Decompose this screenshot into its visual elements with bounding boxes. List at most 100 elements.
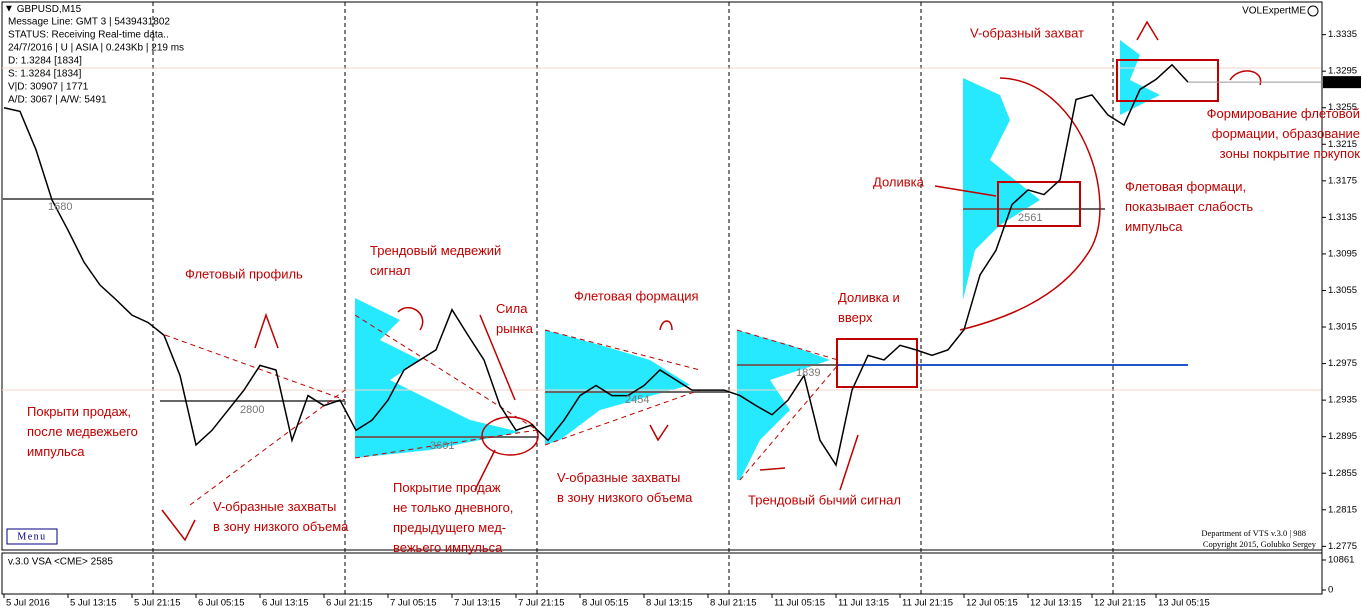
- symbol: ▼ GBPUSD,M15: [4, 4, 82, 15]
- arrow: [1229, 70, 1262, 86]
- y-tick-label: 1.3015: [1328, 322, 1357, 333]
- annotation-line: V-образные захваты: [213, 499, 336, 514]
- x-tick-label: 11 Jul 05:15: [774, 598, 825, 609]
- y-tick-label: 1.2895: [1328, 431, 1357, 442]
- annotation: Флетовая формация: [574, 288, 699, 303]
- arrow: [659, 320, 673, 331]
- header: ▼ GBPUSD,M15 Message Line: GMT 3 | 54394…: [4, 4, 1319, 568]
- x-tick-label: 6 Jul 05:15: [198, 598, 244, 609]
- annotation-line: показывает слабость: [1125, 199, 1253, 214]
- x-tick-label: 13 Jul 05:15: [1158, 598, 1210, 609]
- annotation-line: не только дневного,: [393, 500, 513, 515]
- current-price-box: [1323, 76, 1361, 89]
- annotation-line: в зону низкого объема: [213, 519, 349, 534]
- day-separators: [152, 2, 1114, 594]
- annotation-line: Покрытие продаж: [393, 480, 501, 495]
- drawings: [161, 20, 1262, 542]
- price-plot: 1.2775 1.2815 1.2855 1.2895 1.2935 1.2975 1.30…: [3, 2, 1361, 609]
- annotation-line: зоны покрытие покупок: [1220, 146, 1361, 161]
- annotation: Трендовый медвежий сигнал: [370, 243, 501, 278]
- arrow: [479, 314, 516, 401]
- x-tick-label: 11 Jul 13:15: [838, 598, 889, 609]
- annotation-line: вежьего импульса: [393, 540, 503, 555]
- volume-label: v.3.0 VSA <CME> 2585: [8, 557, 113, 568]
- footer-line: Copyright 2015, Golubko Sergey: [1203, 539, 1317, 549]
- price-line: [3, 63, 1189, 467]
- annotation-line: импульса: [27, 444, 85, 459]
- x-tick-label: 7 Jul 05:15: [390, 598, 436, 609]
- menu-label[interactable]: Menu: [17, 531, 46, 542]
- outline: [959, 77, 1101, 331]
- profile-label: 2561: [1018, 212, 1042, 224]
- y-tick-label: 1.3335: [1328, 29, 1357, 40]
- annotation: Трендовый бычий сигнал: [748, 492, 901, 507]
- profile-label: 2454: [625, 394, 649, 406]
- arrow: [254, 312, 279, 349]
- arrow: [161, 509, 196, 542]
- x-tick-label: 11 Jul 21:15: [902, 598, 953, 609]
- annotation-line: в зону низкого объема: [557, 490, 693, 505]
- x-tick-label: 6 Jul 21:15: [326, 598, 372, 609]
- annotation: Сила рынка: [496, 301, 534, 336]
- y-tick-label: 1.3055: [1328, 285, 1357, 296]
- highlight-ellipse: [481, 416, 539, 456]
- profile-label: 2800: [240, 404, 264, 416]
- annotation: V-образные захваты в зону низкого объема: [213, 499, 349, 534]
- annotation-line: V-образные захваты: [557, 470, 680, 485]
- trend-line: [164, 334, 346, 401]
- annotation: V-образный захват: [970, 25, 1084, 40]
- x-tick-label: 6 Jul 13:15: [262, 598, 308, 609]
- current-price-label: 1.3283: [1327, 77, 1356, 88]
- arrow: [934, 185, 997, 197]
- trend-line: [739, 364, 839, 481]
- menu-button[interactable]: [6, 528, 58, 545]
- info-line: Message Line: GMT 3 | 5439431802: [8, 17, 170, 28]
- info-line: 24/7/2016 | U | ASIA | 0.243Kb | 219 ms: [8, 43, 184, 54]
- annotation-line: Сила: [496, 301, 528, 316]
- info-line: S: 1.3284 [1834]: [8, 69, 82, 80]
- annotation-line: предыдущего мед-: [393, 520, 506, 535]
- annotation-line: Формирование флетовой: [1207, 106, 1360, 121]
- annotation-line: сигнал: [370, 263, 411, 278]
- annotations: Флетовый профиль Трендовый медвежий сигна…: [27, 25, 1360, 555]
- annotation-line: Покрыти продаж,: [27, 404, 131, 419]
- annotation-line: Доливка и: [838, 290, 900, 305]
- annotation: Покрытие продаж не только дневного, предыд…: [393, 480, 513, 555]
- info-line: A/D: 3067 | A/W: 5491: [8, 95, 107, 106]
- x-tick-label: 12 Jul 21:15: [1094, 598, 1146, 609]
- indicator-icon: [1307, 5, 1319, 17]
- annotation: Флетовый профиль: [185, 266, 303, 281]
- profile: [545, 330, 690, 445]
- x-tick-label: 12 Jul 05:15: [966, 598, 1018, 609]
- y-tick-label: 1.2935: [1328, 395, 1357, 406]
- annotation-line: после медвежьего: [27, 424, 138, 439]
- info-line: STATUS: Receiving Real-time data..: [8, 30, 169, 41]
- profile-label: 1680: [48, 201, 72, 213]
- annotation: V-образные захваты в зону низкого объема: [557, 470, 693, 505]
- volume-tick-label: 10861: [1328, 555, 1354, 566]
- y-tick-label: 1.3295: [1328, 66, 1357, 77]
- info-line: V|D: 30907 | 1771: [8, 82, 89, 93]
- x-tick-label: 8 Jul 21:15: [710, 598, 756, 609]
- trend-line: [354, 429, 538, 459]
- arrow: [474, 449, 496, 491]
- profile: [1120, 40, 1160, 115]
- profile-label: 3601: [430, 440, 454, 452]
- levels: [2, 67, 1322, 438]
- annotation-line: вверх: [838, 310, 873, 325]
- x-tick-label: 7 Jul 21:15: [518, 598, 564, 609]
- annotation: Покрыти продаж, после медвежьего импульса: [27, 404, 138, 459]
- annotation-line: рынка: [496, 321, 534, 336]
- x-tick-label: 5 Jul 2016: [6, 598, 50, 609]
- highlight-box: [1116, 59, 1219, 102]
- annotation-line: формации, образование: [1212, 126, 1360, 141]
- arrow: [759, 467, 786, 471]
- volume-tick-label: 0: [1328, 585, 1333, 596]
- symbol-text: GBPUSD,M15: [17, 4, 82, 15]
- y-tick-label: 1.2975: [1328, 358, 1357, 369]
- x-tick-label: 8 Jul 05:15: [582, 598, 628, 609]
- annotation: Флетовая формаци, показывает слабость импу…: [1125, 179, 1253, 234]
- x-tick-label: 5 Jul 13:15: [70, 598, 116, 609]
- annotation-line: Флетовая формаци,: [1125, 179, 1246, 194]
